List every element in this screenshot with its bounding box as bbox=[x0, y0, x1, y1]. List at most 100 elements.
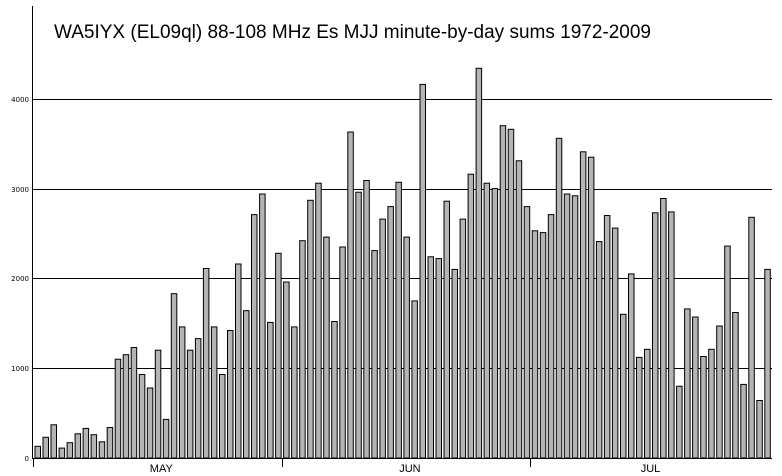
bar-day-85 bbox=[708, 348, 715, 459]
bar-day-18 bbox=[170, 293, 178, 459]
bar-day-60 bbox=[507, 128, 515, 459]
y-tick-label-1000: 1000 bbox=[11, 365, 29, 373]
y-tick-label-3000: 3000 bbox=[11, 186, 29, 194]
bar-day-64 bbox=[539, 232, 547, 459]
bar-day-25 bbox=[227, 330, 234, 459]
bar-day-12 bbox=[122, 354, 130, 459]
bar-day-70 bbox=[587, 156, 595, 459]
bar-day-57 bbox=[483, 182, 491, 459]
bar-day-62 bbox=[523, 206, 531, 459]
bar-day-21 bbox=[194, 338, 202, 459]
bar-day-48 bbox=[411, 300, 418, 459]
bar-day-10 bbox=[106, 427, 114, 459]
bar-day-4 bbox=[58, 447, 66, 459]
bar-day-88 bbox=[732, 312, 739, 459]
bar-day-51 bbox=[435, 258, 442, 459]
bar-day-68 bbox=[571, 195, 579, 459]
bar-day-7 bbox=[82, 427, 90, 459]
bar-day-55 bbox=[467, 173, 475, 459]
bar-day-77 bbox=[644, 348, 651, 459]
bar-day-49 bbox=[419, 83, 426, 459]
bar-day-20 bbox=[186, 349, 194, 459]
x-month-labels: MAY JUN JUL bbox=[150, 463, 660, 475]
bar-day-65 bbox=[547, 214, 555, 459]
bar-day-66 bbox=[555, 137, 563, 459]
bar-day-19 bbox=[178, 326, 186, 459]
y-tick-label-2000: 2000 bbox=[11, 275, 29, 283]
bar-day-8 bbox=[90, 434, 98, 459]
bar-day-16 bbox=[154, 349, 162, 459]
bar-day-37 bbox=[323, 236, 330, 459]
bar-day-56 bbox=[475, 67, 483, 459]
x-month-label-jun: JUN bbox=[399, 463, 420, 475]
bar-day-24 bbox=[219, 374, 226, 459]
bar-day-81 bbox=[676, 385, 683, 459]
bar-day-73 bbox=[611, 227, 619, 459]
bar-day-87 bbox=[724, 245, 731, 459]
bar-day-36 bbox=[315, 182, 322, 459]
bar-day-43 bbox=[371, 250, 378, 459]
x-tick-marks bbox=[33, 458, 531, 467]
bar-day-28 bbox=[251, 214, 258, 459]
bar-day-9 bbox=[98, 441, 106, 459]
bar-day-17 bbox=[162, 418, 170, 459]
bar-day-13 bbox=[130, 347, 138, 459]
bar-day-63 bbox=[531, 230, 539, 459]
bar-day-71 bbox=[595, 241, 603, 459]
x-month-label-may: MAY bbox=[150, 463, 174, 475]
bar-day-23 bbox=[210, 326, 218, 459]
x-month-label-jul: JUL bbox=[641, 463, 661, 475]
bar-day-14 bbox=[138, 374, 146, 459]
bar-day-27 bbox=[243, 310, 250, 459]
bar-day-50 bbox=[427, 256, 434, 459]
bar-day-6 bbox=[74, 433, 82, 459]
y-tick-label-0: 0 bbox=[25, 455, 29, 463]
bar-day-2 bbox=[42, 436, 49, 459]
y-tick-label-4000: 4000 bbox=[11, 96, 29, 104]
bar-day-84 bbox=[700, 356, 707, 459]
bar-day-82 bbox=[684, 308, 691, 459]
bar-day-30 bbox=[267, 321, 274, 459]
bar-day-86 bbox=[716, 325, 723, 459]
bar-day-5 bbox=[66, 442, 74, 459]
bar-day-52 bbox=[443, 200, 450, 459]
bar-day-53 bbox=[451, 268, 458, 459]
bar-day-26 bbox=[235, 263, 242, 459]
bar-day-34 bbox=[299, 240, 306, 459]
bar-day-44 bbox=[379, 218, 386, 459]
bar-day-91 bbox=[756, 400, 763, 459]
bar-day-11 bbox=[114, 358, 122, 459]
bar-day-32 bbox=[283, 281, 290, 459]
bar-day-39 bbox=[339, 246, 346, 459]
bar-day-35 bbox=[307, 199, 314, 459]
bar-day-29 bbox=[259, 193, 266, 459]
bar-day-72 bbox=[603, 215, 611, 459]
bar-day-78 bbox=[652, 212, 659, 459]
bar-day-47 bbox=[403, 236, 410, 459]
bar-day-75 bbox=[628, 273, 635, 459]
bar-day-89 bbox=[740, 383, 747, 459]
y-tick-labels: 0 1000 2000 3000 4000 bbox=[11, 96, 29, 463]
bar-day-1 bbox=[34, 445, 41, 459]
bar-day-54 bbox=[459, 218, 467, 459]
bar-day-31 bbox=[275, 252, 282, 459]
bar-day-40 bbox=[347, 131, 354, 459]
bar-day-58 bbox=[491, 188, 499, 459]
chart-title: WA5IYX (EL09ql) 88-108 MHz Es MJJ minute… bbox=[54, 22, 651, 43]
bar-day-38 bbox=[331, 321, 338, 459]
bar-day-90 bbox=[748, 216, 755, 459]
bar-day-41 bbox=[355, 191, 362, 459]
bar-day-45 bbox=[387, 206, 394, 459]
bars bbox=[34, 67, 771, 459]
bar-day-22 bbox=[202, 268, 210, 459]
bar-day-67 bbox=[563, 193, 571, 459]
bar-day-79 bbox=[660, 198, 667, 459]
bar-day-83 bbox=[692, 316, 699, 459]
bar-day-61 bbox=[515, 160, 523, 459]
bar-day-74 bbox=[620, 313, 627, 459]
bar-day-69 bbox=[579, 151, 587, 459]
bar-day-59 bbox=[499, 125, 507, 459]
bar-day-42 bbox=[363, 180, 370, 459]
bar-day-80 bbox=[668, 211, 675, 459]
